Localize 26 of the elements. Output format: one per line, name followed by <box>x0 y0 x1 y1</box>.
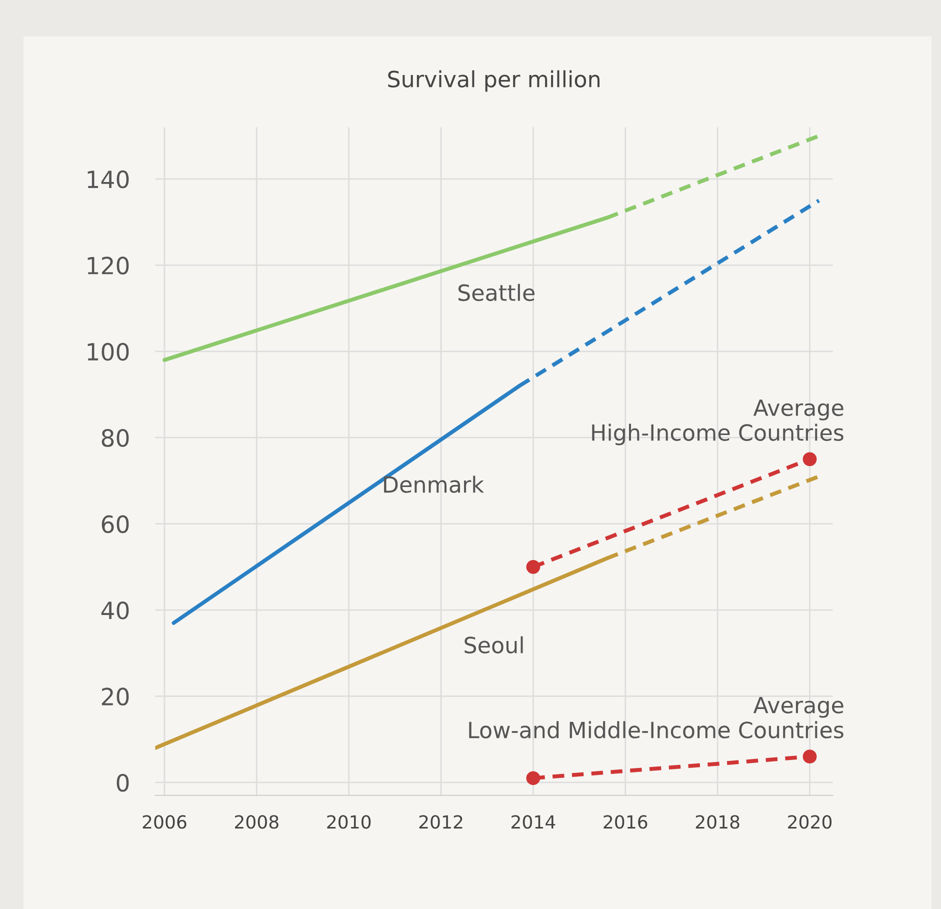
series-label: Average High-Income Countries <box>592 400 844 446</box>
point <box>802 750 817 764</box>
x-tick-label: 2014 <box>512 815 556 829</box>
point <box>526 560 540 574</box>
y-tick-label: 20 <box>102 688 129 706</box>
x-tick-label: 2020 <box>788 815 832 829</box>
y-tick-label: 80 <box>102 429 129 447</box>
series-label: Denmark <box>384 476 484 493</box>
y-tick-label: 120 <box>88 256 129 274</box>
x-tick-label: 2012 <box>419 815 462 829</box>
y-tick-label: 100 <box>88 342 129 361</box>
point <box>526 771 540 786</box>
series-label: Seoul <box>464 636 523 654</box>
x-tick-label: 2016 <box>604 815 648 829</box>
series-label: Seattle <box>458 284 534 302</box>
x-tick-label: 2006 <box>142 815 186 829</box>
x-tick-label: 2010 <box>327 815 371 829</box>
y-tick-label: 0 <box>116 774 129 792</box>
x-tick-label: 2018 <box>696 815 740 829</box>
y-tick-label: 60 <box>102 515 129 534</box>
x-tick-label: 2008 <box>235 815 278 829</box>
series-label: Average Low-and Middle-Income Countries <box>469 696 844 738</box>
y-tick-label: 140 <box>88 170 129 188</box>
point <box>802 452 817 466</box>
y-tick-label: 40 <box>101 601 129 620</box>
y-axis-title: Survival per million <box>388 70 600 92</box>
